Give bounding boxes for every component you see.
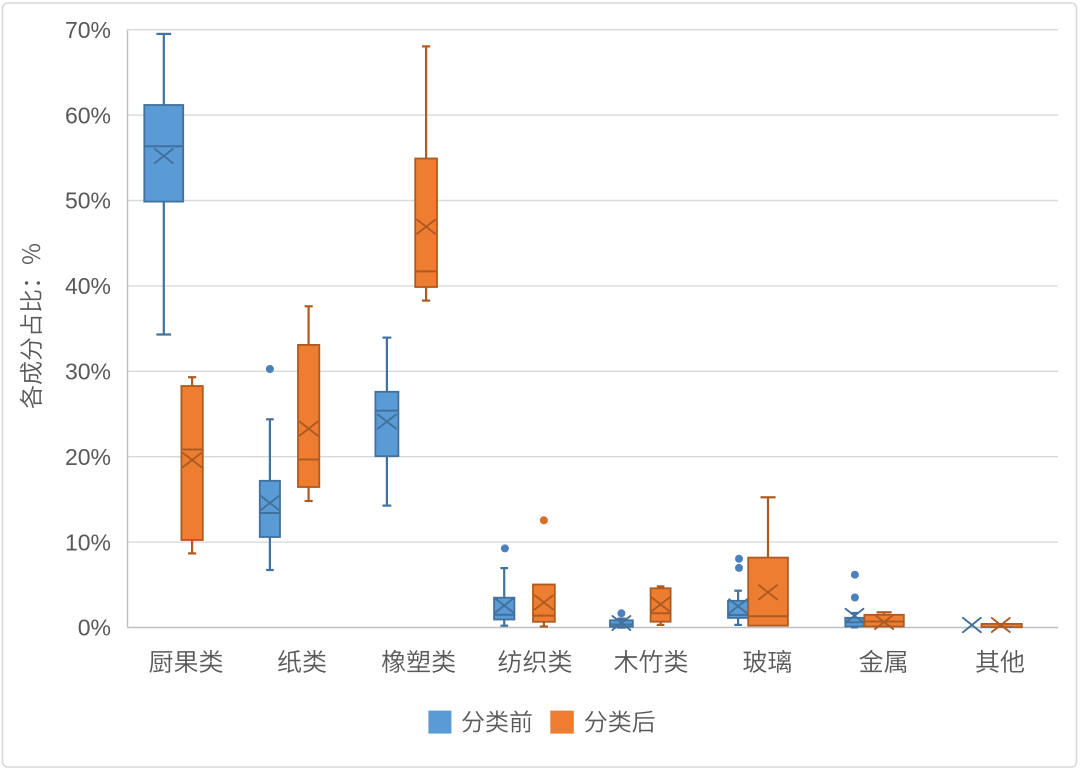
svg-text:60%: 60% bbox=[65, 102, 111, 128]
svg-text:50%: 50% bbox=[65, 188, 111, 214]
svg-text:30%: 30% bbox=[65, 359, 111, 385]
svg-text:0%: 0% bbox=[78, 615, 111, 641]
svg-text:10%: 10% bbox=[65, 529, 111, 555]
svg-text:20%: 20% bbox=[65, 444, 111, 470]
svg-text:40%: 40% bbox=[65, 273, 111, 299]
svg-text:70%: 70% bbox=[65, 17, 111, 43]
